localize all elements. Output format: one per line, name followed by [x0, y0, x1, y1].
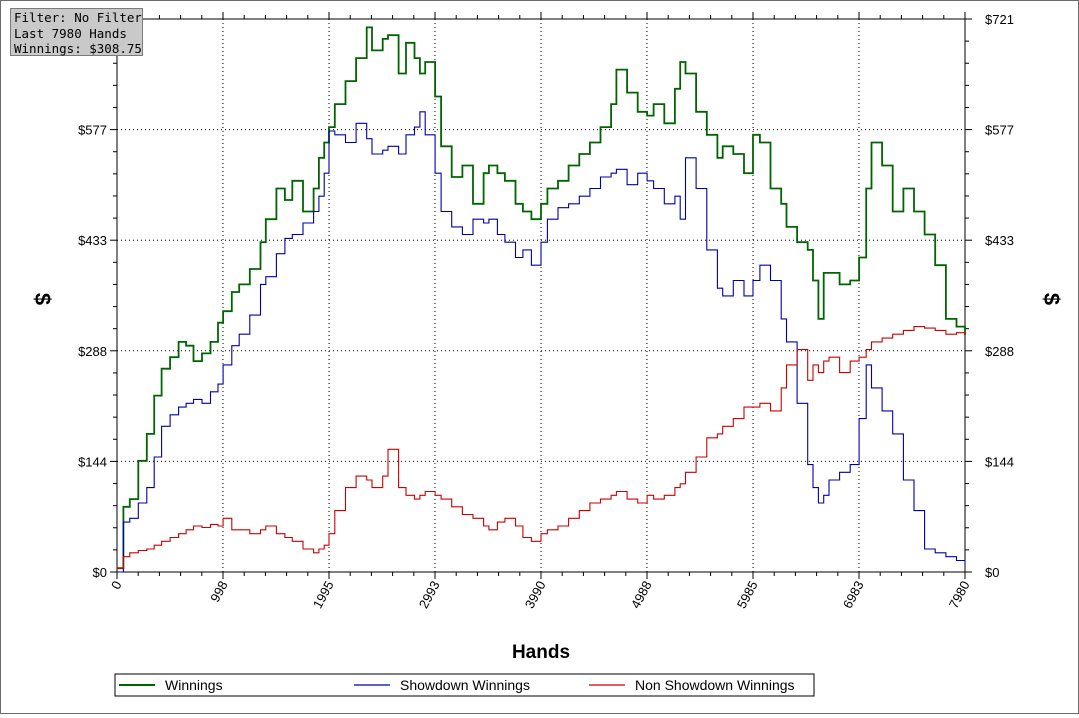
- x-tick-label: 7980: [946, 578, 973, 611]
- grid-lines: [117, 19, 965, 572]
- y-tick-label-right: $144: [985, 454, 1014, 469]
- y-axis-label-right: $: [1039, 293, 1064, 305]
- series-line-winnings: [117, 26, 966, 570]
- x-tick-label: 1995: [310, 578, 337, 611]
- x-tick-label: 2993: [416, 578, 443, 611]
- y-tick-label-left: $0: [93, 565, 107, 580]
- x-tick-label: 6983: [840, 578, 867, 611]
- series-line-showdown-winnings: [117, 111, 966, 573]
- y-axis-label-left: $: [30, 293, 55, 305]
- y-tick-label-right: $577: [985, 123, 1014, 138]
- x-tick-label: 5985: [734, 578, 761, 611]
- legend-box: [114, 673, 815, 697]
- x-tick-label: 3990: [522, 578, 549, 611]
- axes: $0 $0 $144 $144 $288 $288 $433 $433 $577 $577 $721…: [78, 12, 1014, 611]
- series-line-non-showdown-winnings: [117, 326, 966, 569]
- filter-label: Filter: No Filter: [14, 10, 142, 25]
- winnings-label: Winnings: $308.75: [14, 41, 142, 56]
- x-tick-label: 0: [108, 578, 125, 591]
- y-tick-label-right: $721: [985, 12, 1014, 27]
- y-tick-label-left: $577: [78, 123, 107, 138]
- series-lines: [117, 26, 966, 573]
- legend-label-showdown-winnings: Showdown Winnings: [400, 677, 530, 693]
- y-tick-label-right: $433: [985, 233, 1014, 248]
- x-tick-label: 998: [207, 578, 230, 604]
- y-tick-label-right: $288: [985, 344, 1014, 359]
- y-tick-label-left: $144: [78, 454, 107, 469]
- y-tick-label-left: $433: [78, 233, 107, 248]
- hands-label: Last 7980 Hands: [14, 25, 127, 41]
- legend-label-non-showdown-winnings: Non Showdown Winnings: [635, 677, 795, 693]
- info-box: Filter: No Filter Last 7980 Hands Winnin…: [10, 8, 143, 56]
- x-tick-label: 4988: [628, 578, 655, 611]
- y-tick-label-left: $288: [78, 344, 107, 359]
- legend: Winnings Showdown Winnings Non Showdown Wi…: [114, 673, 815, 697]
- y-tick-label-right: $0: [985, 565, 999, 580]
- x-axis-label: Hands: [512, 642, 570, 663]
- legend-label-winnings: Winnings: [165, 677, 223, 693]
